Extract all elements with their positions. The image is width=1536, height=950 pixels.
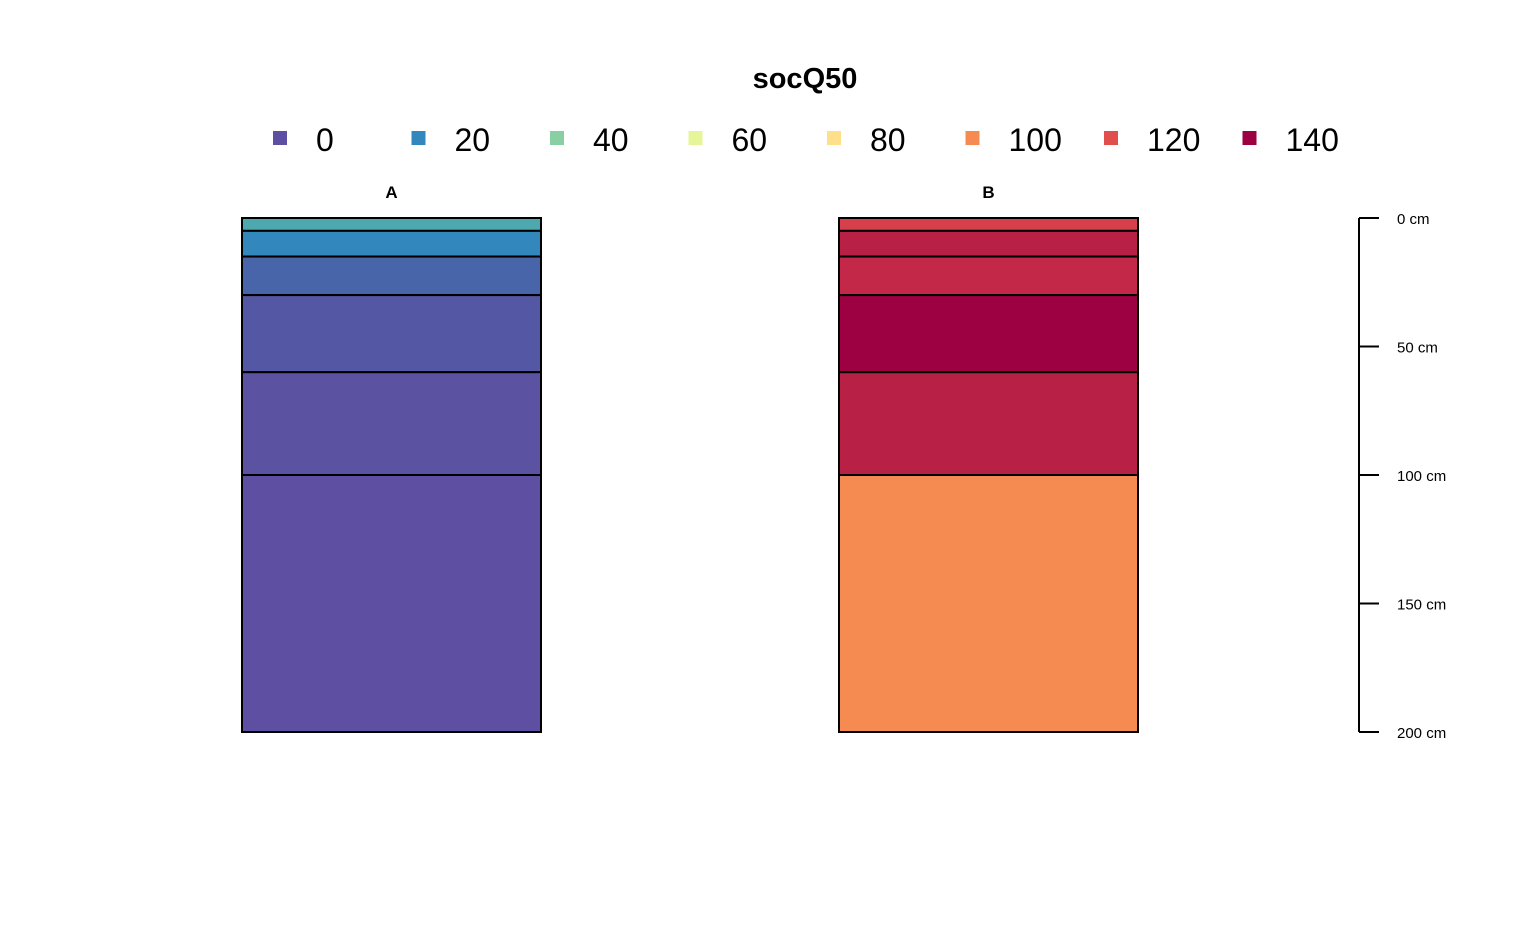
axis-tick-label: 50 cm xyxy=(1397,340,1438,357)
axis-tick-label: 0 cm xyxy=(1397,211,1430,228)
axis-tick-label: 200 cm xyxy=(1397,725,1446,742)
horizon xyxy=(838,255,1139,297)
legend-label: 60 xyxy=(732,122,768,158)
legend-label: 80 xyxy=(870,122,906,158)
horizon xyxy=(241,371,542,477)
depth-axis: 0 cm 50 cm 100 cm 150 cm 200 cm xyxy=(1358,211,1446,742)
horizon xyxy=(241,294,542,374)
axis-tick-label: 100 cm xyxy=(1397,468,1446,485)
horizon xyxy=(838,217,1139,232)
legend-label: 0 xyxy=(316,122,334,158)
horizon xyxy=(241,229,542,258)
profile-label: A xyxy=(385,183,397,202)
legend-swatch xyxy=(550,131,564,145)
horizon xyxy=(241,255,542,297)
horizon xyxy=(838,229,1139,258)
legend-label: 120 xyxy=(1147,122,1200,158)
legend-swatch xyxy=(1104,131,1118,145)
legend-label: 140 xyxy=(1286,122,1339,158)
legend-swatch xyxy=(411,131,426,145)
legend-swatch xyxy=(827,131,841,145)
horizon xyxy=(241,217,542,232)
chart-title: socQ50 xyxy=(753,63,858,95)
profile-b: B xyxy=(838,183,1139,733)
legend-label: 20 xyxy=(455,122,491,158)
profile-a: A xyxy=(241,183,542,733)
profile-label: B xyxy=(982,183,994,202)
horizon xyxy=(838,474,1139,733)
legend-swatch xyxy=(1242,131,1257,145)
horizon xyxy=(838,371,1139,477)
legend-swatch xyxy=(273,131,287,145)
legend-label: 40 xyxy=(593,122,629,158)
legend-label: 100 xyxy=(1009,122,1062,158)
horizon xyxy=(241,474,542,733)
horizon xyxy=(838,294,1139,374)
axis-tick-label: 150 cm xyxy=(1397,597,1446,614)
legend-swatch xyxy=(688,131,703,145)
legend: 0 20 40 60 80 100 120 140 xyxy=(273,122,1339,158)
legend-swatch xyxy=(965,131,980,145)
